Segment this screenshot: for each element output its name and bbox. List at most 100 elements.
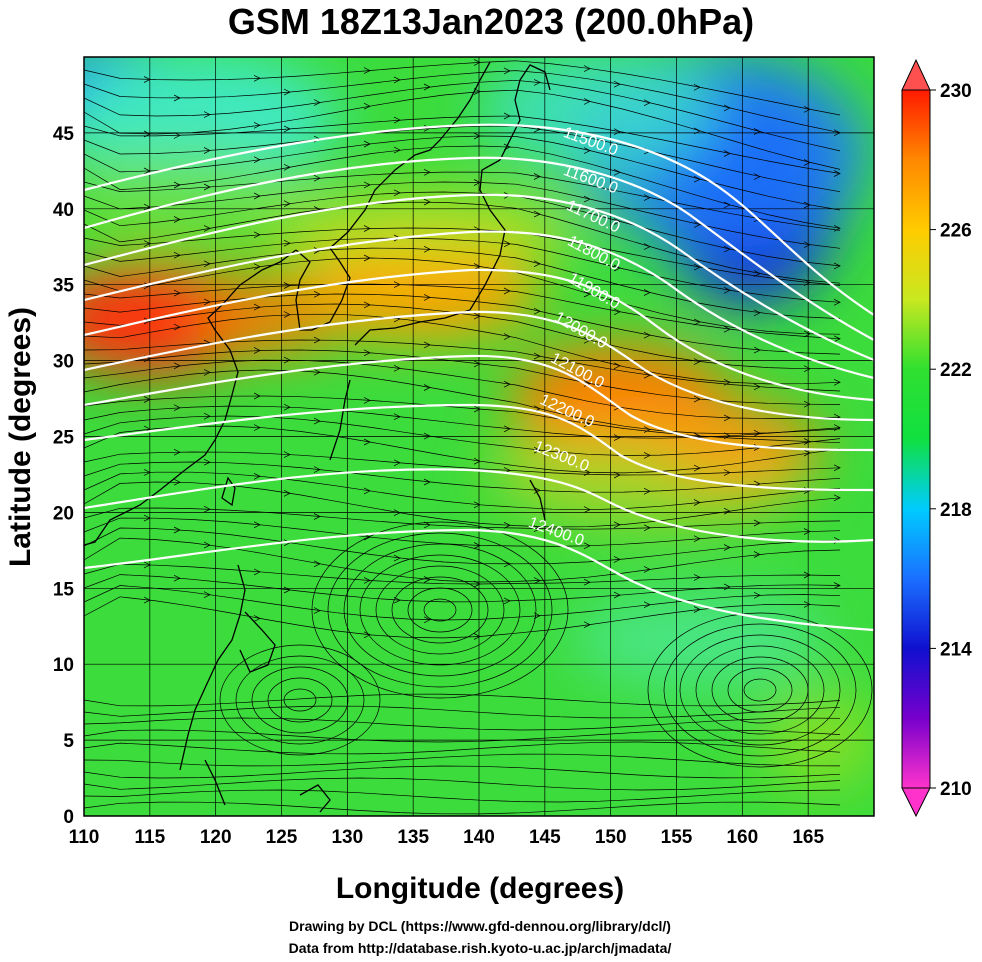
- streamline: [84, 145, 841, 229]
- wind-arrow: [203, 260, 211, 268]
- contour-line: [84, 268, 874, 402]
- streamline: [84, 777, 841, 791]
- wind-arrow: [693, 221, 701, 228]
- wind-arrow: [363, 254, 371, 262]
- wind-arrow: [613, 80, 621, 88]
- x-tick-label: 135: [397, 827, 429, 848]
- wind-arrow: [363, 577, 371, 584]
- contour-line: [84, 528, 874, 632]
- wind-arrow: [313, 560, 321, 568]
- streamline: [84, 115, 841, 174]
- wind-arrow: [753, 519, 761, 527]
- wind-arrow: [723, 286, 731, 294]
- wind-arrow: [503, 240, 511, 248]
- wind-arrow: [473, 179, 481, 186]
- wind-arrow: [693, 318, 701, 326]
- wind-arrow: [693, 358, 701, 365]
- wind-arrow: [473, 132, 481, 140]
- streamline: [84, 227, 841, 286]
- streamline: [84, 693, 841, 707]
- wind-arrow: [803, 438, 811, 445]
- wind-arrow: [363, 349, 371, 357]
- contour-line: [84, 123, 874, 316]
- wind-arrow: [313, 99, 321, 106]
- x-axis-title: Longitude (degrees): [336, 872, 624, 905]
- wind-arrow: [723, 325, 731, 333]
- wind-arrow: [833, 224, 841, 232]
- wind-arrow: [423, 341, 431, 349]
- gyre-streamline: [679, 634, 841, 746]
- y-tick-label: 25: [53, 428, 75, 449]
- colorbar-label: 222: [940, 360, 972, 381]
- streamline: [84, 181, 841, 249]
- wind-arrow: [253, 263, 261, 271]
- wind-arrow: [173, 289, 181, 297]
- wind-arrow: [473, 580, 481, 588]
- streamline: [84, 237, 841, 303]
- streamline: [84, 471, 841, 511]
- wind-arrow: [423, 576, 431, 583]
- wind-arrow: [643, 243, 651, 250]
- wind-arrow: [253, 424, 261, 431]
- streamline: [84, 257, 841, 335]
- colorbar-min-triangle: [901, 787, 931, 818]
- wind-arrow: [313, 417, 321, 425]
- wind-arrow: [693, 175, 701, 183]
- wind-arrow: [803, 449, 811, 457]
- wind-arrow: [643, 426, 651, 433]
- wind-arrow: [693, 499, 701, 506]
- wind-arrow: [583, 542, 591, 550]
- wind-arrow: [753, 128, 761, 135]
- wind-arrow: [203, 541, 211, 549]
- wind-arrow: [283, 239, 291, 247]
- wind-arrow: [473, 263, 481, 270]
- colorbar-ticks: 230 226 222 218 214 210: [930, 81, 972, 800]
- y-tick-label: 45: [53, 124, 75, 145]
- wind-arrow: [753, 346, 761, 354]
- gyre-streamline: [695, 645, 825, 735]
- wind-arrow: [173, 216, 181, 223]
- wind-arrow: [693, 574, 701, 581]
- x-tick-label: 140: [463, 827, 495, 848]
- wind-arrow: [643, 566, 651, 573]
- streamline: [84, 563, 841, 585]
- wind-arrow: [473, 59, 481, 66]
- wind-arrow: [533, 487, 541, 494]
- streamline: [84, 359, 841, 419]
- wind-arrow: [393, 146, 401, 154]
- wind-arrow: [503, 597, 511, 605]
- wind-arrow: [173, 362, 181, 370]
- wind-arrow: [173, 181, 181, 189]
- wind-arrow: [583, 147, 591, 154]
- wind-arrow: [253, 156, 261, 164]
- x-tick-label: 145: [529, 827, 561, 848]
- wind-arrow: [643, 524, 651, 532]
- wind-arrow: [363, 438, 371, 446]
- streamline: [84, 517, 841, 547]
- streamline: [84, 789, 841, 803]
- colorbar-max-triangle: [901, 58, 931, 91]
- wind-arrow: [203, 147, 211, 154]
- wind-arrow: [643, 487, 651, 495]
- y-tick-label: 40: [53, 200, 74, 221]
- wind-arrow: [693, 464, 701, 472]
- streamline: [84, 283, 841, 340]
- wind-arrow: [423, 294, 431, 301]
- wind-arrow: [533, 210, 541, 218]
- wind-arrow: [503, 521, 511, 529]
- wind-arrow: [803, 201, 811, 209]
- wind-arrow: [253, 347, 261, 354]
- wind-arrow: [313, 368, 321, 376]
- wind-arrow: [173, 251, 181, 259]
- x-tick-label: 150: [595, 827, 627, 848]
- wind-arrow: [833, 582, 841, 589]
- wind-arrow: [583, 621, 591, 629]
- wind-arrow: [723, 432, 731, 440]
- x-axis: 110 115 120 125 130 135 140 145 150 155 160 165: [69, 827, 825, 848]
- wind-arrow: [423, 124, 431, 132]
- wind-arrow: [253, 615, 261, 622]
- wind-arrow: [393, 459, 401, 467]
- y-axis: 0 5 10 15 20 25 30 35 40 45: [53, 124, 75, 828]
- wind-arrow: [393, 413, 401, 421]
- wind-arrow: [643, 452, 651, 459]
